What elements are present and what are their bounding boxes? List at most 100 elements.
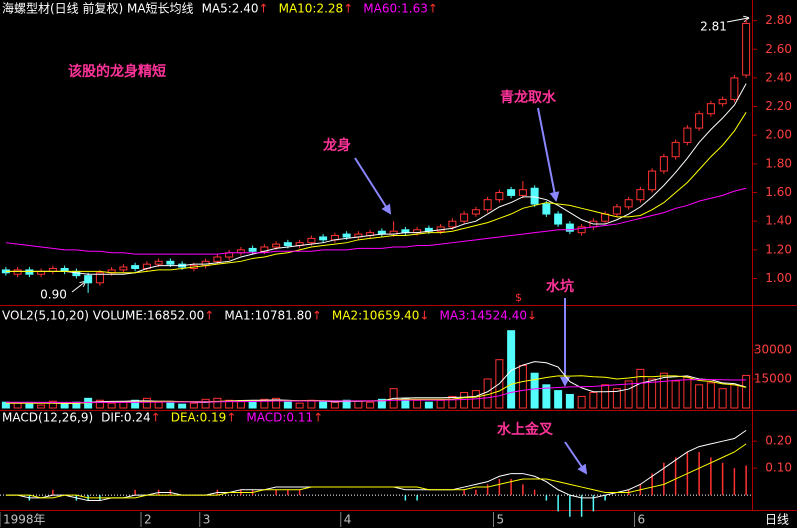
volume-bar bbox=[189, 402, 198, 409]
x-tick-label: 1998年 bbox=[3, 513, 46, 527]
candle-body bbox=[283, 242, 292, 247]
trend-arrow: ↑ bbox=[343, 2, 353, 16]
volume-bar bbox=[624, 380, 633, 409]
candle-body bbox=[554, 213, 563, 225]
legend-entry: MACD:0.11 bbox=[246, 411, 313, 425]
volume-bar bbox=[530, 372, 539, 409]
candle-body bbox=[166, 260, 175, 265]
candle-body bbox=[119, 266, 128, 271]
legend-entry: MA3:14524.40 bbox=[439, 309, 527, 323]
y-tick-label: 1.60 bbox=[765, 185, 792, 199]
annotation: $ bbox=[515, 291, 522, 304]
volume-bar bbox=[283, 401, 292, 409]
volume-bar bbox=[683, 376, 692, 409]
volume-bar bbox=[366, 401, 375, 409]
candle-body bbox=[683, 127, 692, 143]
volume-bar bbox=[260, 398, 269, 409]
period-label: 日线 bbox=[765, 513, 789, 527]
y-tick-label: 2.80 bbox=[765, 13, 792, 27]
candle-body bbox=[706, 103, 715, 115]
candle-body bbox=[671, 141, 680, 158]
ma-line bbox=[5, 379, 747, 403]
value-label: 0.90 bbox=[40, 287, 67, 301]
volume-bar bbox=[248, 401, 257, 409]
volume-bar bbox=[342, 399, 351, 409]
volume-bar bbox=[201, 398, 210, 409]
candle-body bbox=[84, 275, 93, 284]
candle-body bbox=[95, 272, 104, 284]
volume-bar bbox=[542, 384, 551, 409]
volume-bar bbox=[706, 382, 715, 409]
volume-bar bbox=[295, 402, 304, 409]
volume-bar bbox=[636, 368, 645, 409]
legend-entry: MA60:1.63 bbox=[363, 2, 428, 16]
candle-body bbox=[13, 269, 22, 275]
trend-arrow: ↑ bbox=[151, 411, 161, 425]
candle-body bbox=[25, 269, 34, 275]
x-tick-label: 2 bbox=[144, 513, 152, 527]
y-tick-label: 2.40 bbox=[765, 70, 792, 84]
candle-body bbox=[319, 236, 328, 241]
ma-line bbox=[5, 187, 747, 255]
trend-arrow: ↑ bbox=[204, 309, 214, 323]
candle-body bbox=[495, 192, 504, 201]
x-tick-label: 4 bbox=[344, 513, 352, 527]
candle-body bbox=[730, 77, 739, 100]
trend-arrow: ↑ bbox=[313, 411, 323, 425]
candle-body bbox=[342, 233, 351, 238]
volume-bar bbox=[601, 384, 610, 409]
y-tick-label: 0.20 bbox=[765, 434, 792, 448]
volume-bar bbox=[413, 399, 422, 409]
volume-bar bbox=[95, 399, 104, 409]
volume-bar bbox=[377, 398, 386, 409]
candle-body bbox=[131, 265, 140, 269]
legend-entry: DIF:0.24 bbox=[101, 411, 151, 425]
volume-bar bbox=[154, 401, 163, 409]
x-tick-label: 3 bbox=[203, 513, 211, 527]
candle-body bbox=[542, 203, 551, 215]
candle-body bbox=[307, 237, 316, 244]
candle-body bbox=[248, 247, 257, 252]
volume-bar bbox=[236, 400, 245, 409]
annotation: 青龙取水 bbox=[500, 89, 557, 106]
annotation: 水坑 bbox=[546, 278, 574, 295]
y-tick-label: 1.20 bbox=[765, 242, 792, 256]
volume-bar bbox=[119, 401, 128, 409]
volume-bar bbox=[319, 400, 328, 409]
volume-bar bbox=[25, 403, 34, 409]
candle-body bbox=[648, 170, 657, 191]
annotation: 龙身 bbox=[322, 137, 351, 154]
annotation: 该股的龙身精短 bbox=[68, 63, 166, 80]
volume-bar bbox=[671, 380, 680, 409]
candle-body bbox=[518, 189, 527, 196]
candle-body bbox=[530, 187, 539, 205]
y-tick-label: 30000 bbox=[754, 343, 792, 357]
ma-line bbox=[5, 443, 747, 499]
y-tick-label: 15000 bbox=[754, 372, 792, 386]
volume-bar bbox=[107, 402, 116, 409]
trend-arrow: ↑ bbox=[428, 2, 438, 16]
volume-bar bbox=[142, 397, 151, 409]
annotation-arrow bbox=[537, 107, 560, 202]
volume-bar bbox=[424, 401, 433, 409]
volume-bar bbox=[166, 402, 175, 409]
volume-bar bbox=[354, 400, 363, 409]
volume-bar bbox=[554, 390, 563, 409]
y-tick-label: 2.00 bbox=[765, 128, 792, 142]
candle-body bbox=[695, 113, 704, 129]
volume-bar bbox=[272, 397, 281, 409]
annotation-arrow bbox=[564, 441, 588, 475]
candle-body bbox=[565, 223, 574, 232]
candle-body bbox=[471, 209, 480, 215]
candle-body bbox=[612, 206, 621, 215]
trend-arrow: ↓ bbox=[527, 309, 537, 323]
candle-body bbox=[742, 22, 751, 76]
panel-title: 海螺型材(日线 前复权) MA短长均线 bbox=[2, 1, 194, 16]
volume-bar bbox=[131, 399, 140, 409]
legend-entry: MA1:10781.80 bbox=[224, 309, 312, 323]
candle-body bbox=[718, 98, 727, 105]
volume-bar bbox=[648, 378, 657, 409]
